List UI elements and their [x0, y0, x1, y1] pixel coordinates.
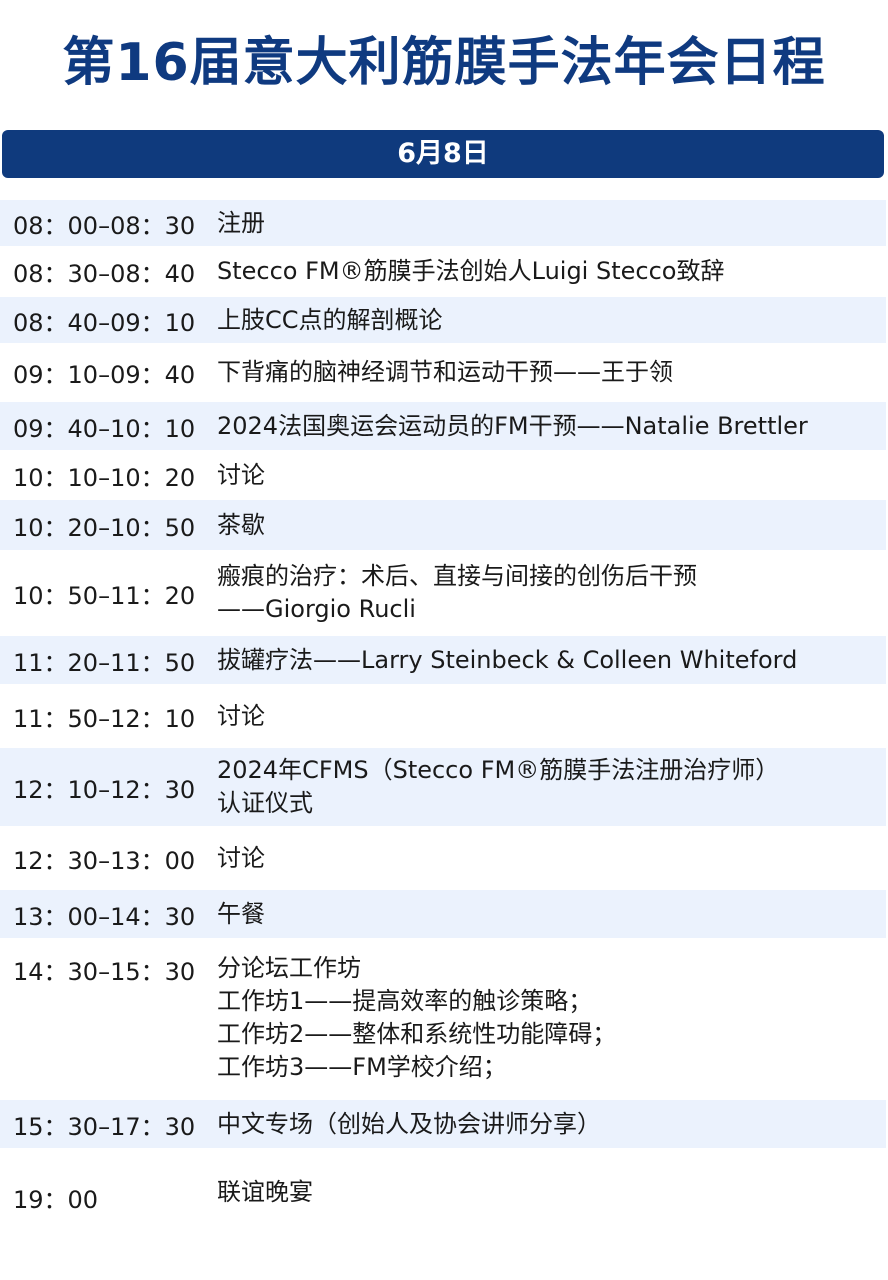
schedule-row: 10：50–11：20 瘢痕的治疗：术后、直接与间接的创伤后干预 ——Giorgi…: [0, 550, 886, 636]
schedule-description: 下背痛的脑神经调节和运动干预——王于领: [217, 358, 673, 386]
schedule-description: 中文专场（创始人及协会讲师分享）: [217, 1109, 601, 1138]
schedule-row: 08：30–08：40 Stecco FM®筋膜手法创始人Luigi Stecco…: [0, 246, 886, 297]
schedule-time: 10：20–10：50: [13, 513, 196, 542]
schedule-time: 13：00–14：30: [13, 902, 196, 931]
schedule-row: 08：00–08：30 注册: [0, 200, 886, 246]
schedule-row: 10：10–10：20 讨论: [0, 450, 886, 500]
schedule-time: 09：10–09：40: [13, 361, 196, 389]
schedule-row: 11：50–12：10 讨论: [0, 684, 886, 748]
schedule-description: 联谊晚宴: [217, 1178, 313, 1206]
schedule-description: 上肢CC点的解剖概论: [217, 305, 443, 334]
schedule-description: 讨论: [217, 843, 265, 872]
schedule-description: 瘢痕的治疗：术后、直接与间接的创伤后干预 ——Giorgio Rucli: [217, 562, 697, 623]
date-header: 6月8日: [2, 130, 884, 178]
schedule-time: 14：30–15：30: [13, 958, 196, 986]
schedule-time: 15：30–17：30: [13, 1112, 196, 1141]
schedule-time: 09：40–10：10: [13, 414, 196, 443]
schedule-time: 11：20–11：50: [13, 648, 196, 677]
schedule-row: 08：40–09：10 上肢CC点的解剖概论: [0, 297, 886, 343]
schedule-time: 08：00–08：30: [13, 211, 196, 240]
schedule-row: 13：00–14：30 午餐: [0, 890, 886, 938]
schedule-row: 10：20–10：50 茶歇: [0, 500, 886, 550]
schedule-description: 午餐: [217, 899, 265, 928]
schedule-time: 12：10–12：30: [13, 775, 196, 804]
schedule-time: 10：10–10：20: [13, 463, 196, 492]
schedule-description: 分论坛工作坊 工作坊1——提高效率的触诊策略； 工作坊2——整体和系统性功能障碍…: [217, 954, 617, 1081]
schedule-description: 注册: [217, 208, 265, 237]
schedule-description: 拔罐疗法——Larry Steinbeck & Colleen Whitefor…: [217, 645, 798, 674]
schedule-time: 08：30–08：40: [13, 260, 196, 288]
schedule-row: 19：00 联谊晚宴: [0, 1148, 886, 1230]
schedule-description: 2024年CFMS（Stecco FM®筋膜手法注册治疗师） 认证仪式: [217, 756, 780, 817]
schedule-time: 12：30–13：00: [13, 846, 196, 875]
schedule-description: 2024法国奥运会运动员的FM干预——Natalie Brettler: [217, 411, 808, 440]
schedule-row: 09：10–09：40 下背痛的脑神经调节和运动干预——王于领: [0, 343, 886, 402]
schedule-time: 10：50–11：20: [13, 581, 196, 610]
schedule-time: 19：00: [13, 1186, 99, 1214]
page-title: 第16届意大利筋膜手法年会日程: [62, 33, 826, 93]
schedule-row: 14：30–15：30 分论坛工作坊 工作坊1——提高效率的触诊策略； 工作坊2—…: [0, 938, 886, 1100]
schedule-row: 12：30–13：00 讨论: [0, 826, 886, 890]
schedule-row: 11：20–11：50 拔罐疗法——Larry Steinbeck & Colle…: [0, 636, 886, 684]
schedule-time: 11：50–12：10: [13, 704, 196, 733]
schedule-description: 茶歇: [217, 510, 265, 539]
schedule-description: 讨论: [217, 701, 265, 730]
schedule-description: Stecco FM®筋膜手法创始人Luigi Stecco致辞: [217, 257, 725, 285]
schedule-row: 09：40–10：10 2024法国奥运会运动员的FM干预——Natalie Br…: [0, 402, 886, 450]
schedule-row: 12：10–12：30 2024年CFMS（Stecco FM®筋膜手法注册治疗师…: [0, 748, 886, 826]
schedule-description: 讨论: [217, 460, 265, 489]
schedule-time: 08：40–09：10: [13, 308, 196, 337]
schedule-row: 15：30–17：30 中文专场（创始人及协会讲师分享）: [0, 1100, 886, 1148]
schedule-list: 08：00–08：30 注册 08：30–08：40 Stecco FM®筋膜手法创始…: [0, 200, 888, 1230]
